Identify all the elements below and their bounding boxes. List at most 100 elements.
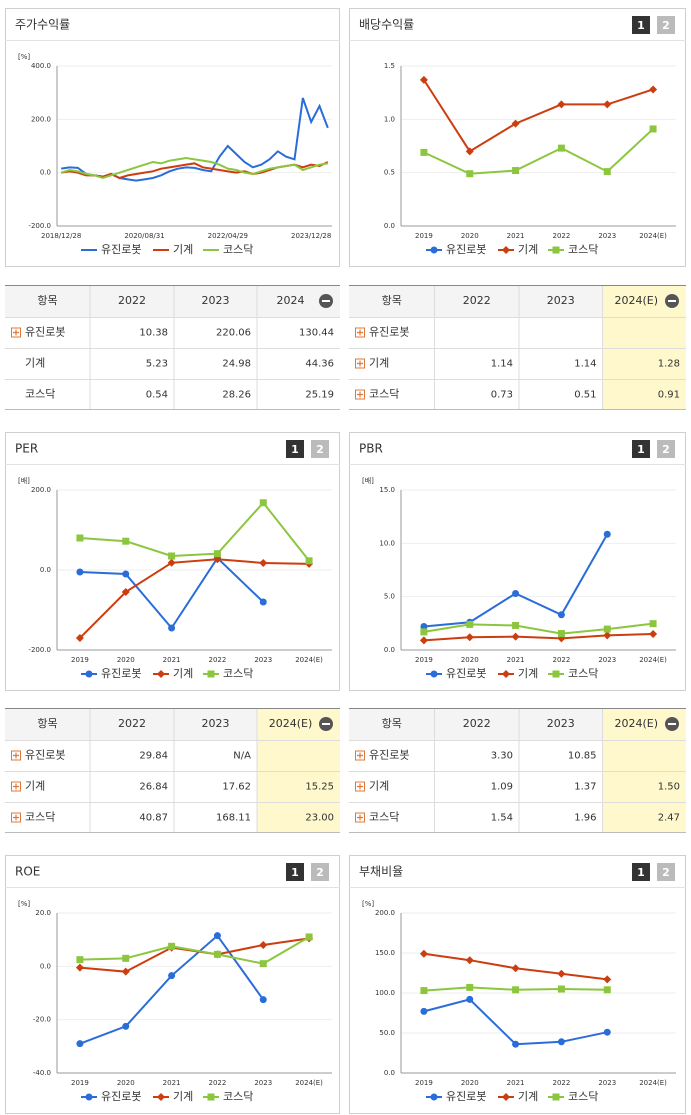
unit-label: [배]: [18, 476, 30, 485]
marker: [305, 933, 313, 941]
tab-button[interactable]: [657, 16, 675, 34]
tab-button[interactable]: [632, 440, 650, 458]
x-tick-label: 2021: [507, 656, 525, 664]
x-tick-label: 2020: [461, 1079, 479, 1087]
marker: [512, 986, 520, 994]
tab-button[interactable]: [657, 863, 675, 881]
tab-button-label: 1: [291, 443, 299, 456]
marker: [649, 630, 658, 638]
marker: [259, 499, 267, 507]
marker: [430, 1093, 438, 1101]
table-header: 2022: [463, 294, 491, 307]
legend-label: 코스닥: [568, 667, 598, 680]
marker: [466, 983, 474, 991]
x-tick-label: 2023/12/28: [291, 232, 331, 240]
marker: [122, 570, 130, 578]
marker: [168, 972, 176, 980]
marker: [213, 950, 221, 958]
row-label: 유진로봇: [25, 749, 65, 762]
panel: [5, 8, 340, 267]
expand-icon: [357, 783, 363, 790]
tab-button[interactable]: [286, 440, 304, 458]
marker: [465, 633, 474, 642]
expand-icon: [13, 329, 19, 336]
legend-label: 기계: [518, 667, 538, 680]
row-label: 유진로봇: [369, 749, 409, 762]
marker: [121, 967, 130, 976]
marker: [603, 975, 612, 984]
line: [79, 501, 310, 562]
x-tick-label: 2023: [254, 1079, 272, 1087]
table-cell: 29.84: [139, 751, 168, 762]
table-cell: 1.14: [574, 359, 596, 370]
tab-button-label: 2: [662, 866, 670, 879]
y-tick-label: 200.0: [31, 486, 51, 494]
x-tick-label: 2024(E): [295, 656, 323, 664]
marker: [465, 956, 474, 965]
marker: [603, 631, 612, 640]
tab-button[interactable]: [311, 440, 329, 458]
expand-icon: [13, 783, 19, 790]
marker: [420, 148, 428, 156]
table-cell: 44.36: [305, 359, 334, 370]
table-cell: 0.54: [146, 390, 168, 401]
marker: [122, 1022, 130, 1030]
table-cell: 1.09: [491, 782, 513, 793]
tab-button-label: 1: [637, 19, 645, 32]
marker: [168, 552, 176, 560]
table-header: 2022: [463, 717, 491, 730]
marker: [511, 119, 520, 128]
expand-icon: [357, 752, 363, 759]
marker: [649, 125, 657, 133]
marker: [75, 634, 84, 642]
x-tick-label: 2019: [415, 656, 433, 664]
marker: [213, 932, 221, 940]
x-tick-label: 2019: [71, 1079, 89, 1087]
tab-button[interactable]: [657, 440, 675, 458]
legend-label: 기계: [518, 243, 538, 256]
x-tick-label: 2023: [598, 1079, 616, 1087]
tab-button-label: 1: [291, 866, 299, 879]
x-tick-label: 2023: [598, 232, 616, 240]
legend-label: 유진로봇: [446, 667, 486, 680]
table-cell: 17.62: [222, 782, 251, 793]
table-header: 2024(E): [269, 717, 313, 730]
marker: [603, 625, 611, 633]
x-tick-label: 2020: [461, 232, 479, 240]
marker: [649, 620, 657, 628]
table-header: 2023: [202, 717, 230, 730]
expand-icon: [357, 360, 363, 367]
marker: [85, 670, 93, 678]
x-tick-label: 2022: [553, 232, 571, 240]
marker: [122, 537, 130, 545]
marker: [420, 628, 428, 636]
marker: [76, 956, 84, 964]
marker: [603, 1028, 611, 1036]
row-label: 코스닥: [369, 388, 399, 401]
marker: [259, 996, 267, 1004]
row-label: 코스닥: [25, 388, 55, 401]
marker: [512, 167, 520, 175]
marker: [557, 1038, 565, 1046]
table-header: 2024(E): [614, 294, 658, 307]
table-cell: 1.50: [658, 782, 680, 793]
tab-button[interactable]: [632, 16, 650, 34]
legend-label: 기계: [518, 1090, 538, 1103]
x-tick-label: 2018/12/28: [41, 232, 81, 240]
chart-title: PER: [15, 442, 38, 456]
marker: [167, 558, 176, 567]
y-tick-label: -200.0: [28, 646, 51, 654]
marker: [603, 986, 611, 994]
table-header: 2022: [118, 294, 146, 307]
table-cell: 2.47: [658, 813, 680, 824]
row-label: 코스닥: [25, 811, 55, 824]
tab-button[interactable]: [311, 863, 329, 881]
tab-button[interactable]: [632, 863, 650, 881]
marker: [557, 985, 565, 993]
marker: [512, 589, 520, 597]
tab-button[interactable]: [286, 863, 304, 881]
marker: [419, 636, 428, 645]
legend-label: 코스닥: [568, 243, 598, 256]
x-tick-label: 2020: [461, 656, 479, 664]
